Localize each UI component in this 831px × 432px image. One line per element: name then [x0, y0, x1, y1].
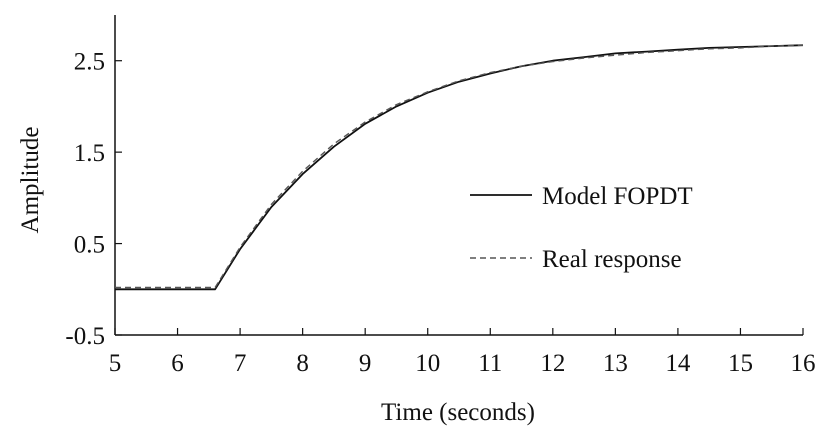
- series-layer: [115, 44, 804, 291]
- plot-frame: [114, 15, 803, 336]
- y-tick-label: -0.5: [65, 323, 105, 350]
- x-tick-label: 13: [603, 350, 628, 377]
- series-line-real-response: [115, 44, 804, 289]
- y-tick-label: 0.5: [74, 232, 105, 259]
- y-axis-ticks: -0.5 0.5 1.5 2.5: [65, 49, 122, 350]
- legend-label-model-fopdt: Model FOPDT: [542, 183, 693, 210]
- x-tick-label: 9: [359, 350, 372, 377]
- y-axis-title: Amplitude: [17, 127, 44, 234]
- legend: Model FOPDT Real response: [470, 183, 693, 273]
- x-axis-ticks: 5 6 7 8 9 10 11 12 13 14 15 16: [109, 328, 816, 377]
- legend-label-real-response: Real response: [542, 246, 682, 273]
- y-tick-label: 2.5: [74, 49, 105, 76]
- x-tick-label: 14: [665, 350, 691, 377]
- x-tick-label: 16: [791, 350, 816, 377]
- x-tick-label: 12: [540, 350, 565, 377]
- x-tick-label: 8: [296, 350, 309, 377]
- series-line-model-fopdt: [115, 44, 804, 291]
- x-tick-label: 6: [171, 350, 184, 377]
- x-tick-label: 11: [478, 350, 502, 377]
- x-axis-title: Time (seconds): [381, 399, 535, 426]
- x-tick-label: 10: [415, 350, 440, 377]
- x-tick-label: 7: [234, 350, 247, 377]
- y-tick-label: 1.5: [74, 140, 105, 167]
- x-tick-label: 15: [728, 350, 753, 377]
- x-tick-label: 5: [109, 350, 122, 377]
